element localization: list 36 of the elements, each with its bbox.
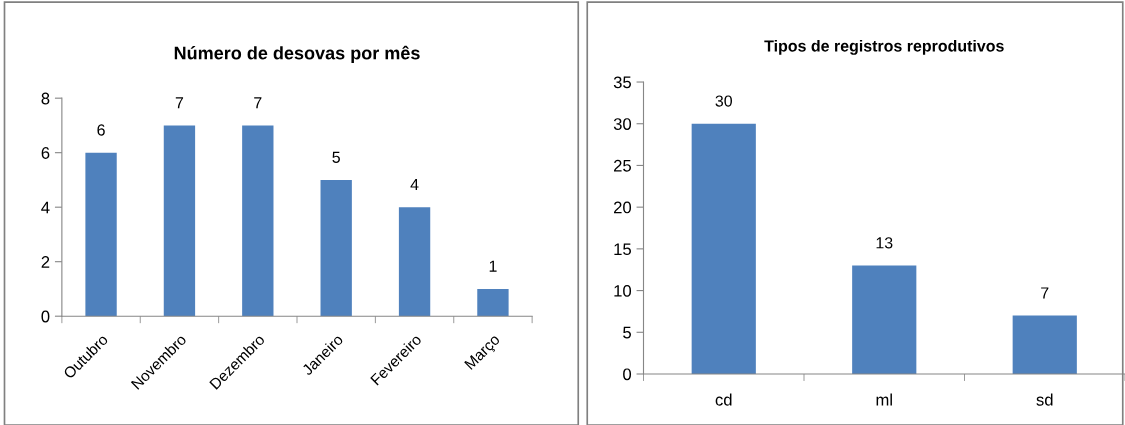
data-label: 4 (410, 179, 419, 190)
data-label: 6 (97, 124, 105, 136)
x-tick-label: cd (715, 393, 732, 406)
chart-title: Tipos de registros reprodutivos (764, 39, 1004, 55)
chart-title: Número de desovas por mês (174, 45, 420, 64)
bar (320, 179, 352, 317)
y-tick-label: 10 (614, 284, 632, 297)
bar (163, 125, 196, 317)
data-label: 1 (489, 260, 497, 272)
bar (477, 288, 509, 317)
y-tick-label: 6 (41, 147, 50, 159)
bar (691, 123, 756, 374)
data-label: 7 (254, 97, 262, 109)
x-tick-label: ml (876, 393, 892, 406)
bar (398, 207, 431, 317)
bar (85, 152, 117, 317)
bar (852, 265, 917, 374)
y-tick-label: 25 (614, 159, 631, 172)
data-label: 5 (332, 151, 340, 163)
y-tick-label: 35 (613, 76, 631, 89)
y-tick-label: 8 (41, 92, 50, 105)
data-label: 30 (715, 95, 733, 107)
bar (242, 125, 274, 317)
data-label: 13 (876, 237, 893, 249)
y-tick-label: 2 (41, 256, 50, 268)
y-tick-label: 4 (41, 201, 50, 214)
y-tick-label: 20 (614, 201, 632, 214)
y-tick-label: 0 (623, 368, 632, 381)
y-tick-label: 5 (623, 326, 631, 339)
y-tick-label: 15 (614, 243, 631, 256)
y-tick-label: 0 (41, 310, 50, 323)
data-label: 7 (1041, 287, 1049, 299)
data-label: 7 (175, 97, 184, 109)
bar (1012, 315, 1077, 374)
y-tick-label: 30 (613, 118, 632, 130)
x-tick-label: sd (1036, 393, 1053, 406)
